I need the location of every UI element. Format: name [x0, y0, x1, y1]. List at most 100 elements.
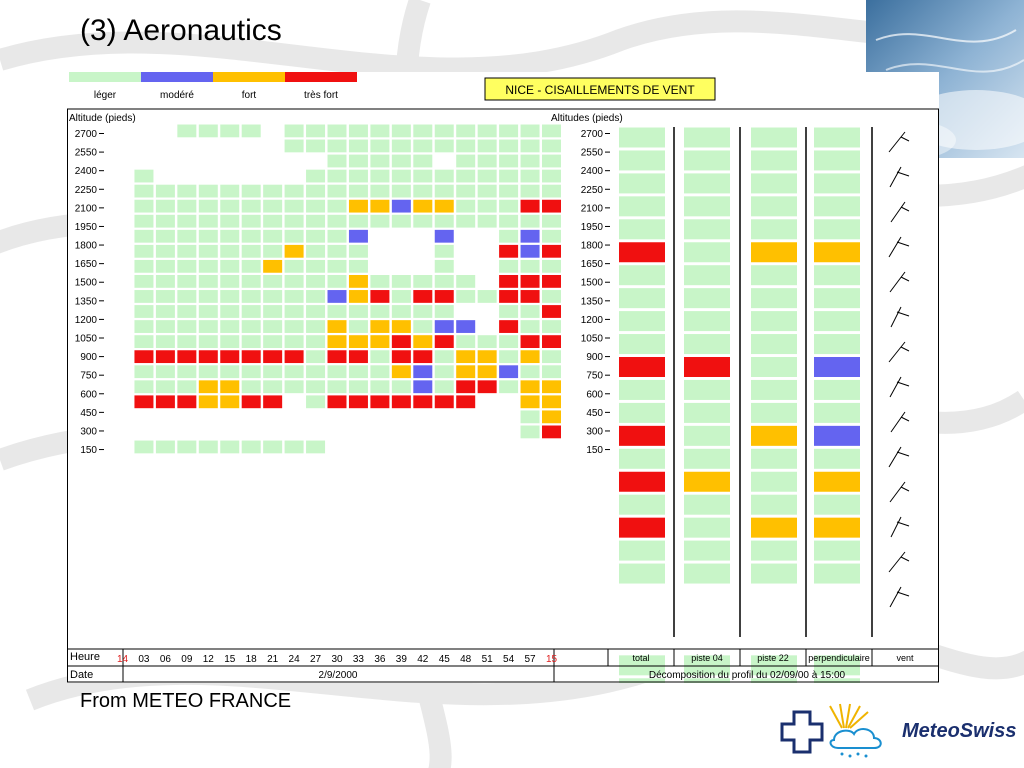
time-cell-r18-c16 [456, 395, 476, 409]
time-cell-r7-c9 [306, 229, 326, 243]
legend-label-0: léger [94, 90, 117, 101]
time-cell-r17-c20 [542, 380, 561, 394]
legend-swatch-3 [285, 72, 357, 82]
time-cell-r13-c9 [306, 320, 326, 333]
time-cell-r16-c20 [542, 365, 561, 379]
time-cell-r2-c10 [327, 154, 347, 168]
time-cell-r15-c19 [520, 350, 540, 364]
time-cell-r16-c13 [391, 365, 411, 379]
right-tick-label-150: 150 [586, 445, 603, 456]
time-cell-r14-c9 [306, 335, 326, 348]
time-cell-r17-c5 [220, 380, 240, 394]
time-cell-r11-c7 [263, 290, 283, 303]
time-cell-r10-c16 [456, 275, 476, 288]
time-cell-r9-c5 [220, 259, 240, 273]
chart-title: NICE - CISAILLEMENTS DE VENT [505, 83, 695, 97]
time-cell-r1-c8 [284, 139, 304, 153]
hour-label-4: 12 [203, 654, 215, 665]
time-cell-r13-c8 [284, 320, 304, 333]
time-cell-r7-c6 [241, 229, 261, 243]
left-tick-label-1800: 1800 [75, 241, 98, 252]
time-cell-r13-c16 [456, 320, 476, 333]
decomp-cell-r1-c0 [619, 150, 665, 171]
decomp-cell-r15-c2 [751, 471, 797, 492]
decomp-cell-r17-c3 [814, 517, 860, 538]
time-cell-r4-c14 [413, 184, 433, 198]
decomp-cell-r17-c0 [619, 517, 665, 538]
decomp-cell-r14-c2 [751, 448, 797, 469]
time-cell-r8-c5 [220, 244, 240, 258]
decomp-cell-r8-c2 [751, 311, 797, 332]
time-cell-r10-c14 [413, 275, 433, 288]
time-cell-r17-c9 [306, 380, 326, 394]
time-cell-r5-c15 [434, 199, 454, 213]
decomp-column-label-0: total [632, 653, 649, 663]
time-cell-r9-c6 [241, 259, 261, 273]
right-tick-label-450: 450 [586, 408, 603, 419]
time-cell-r17-c14 [413, 380, 433, 394]
time-cell-r0-c3 [177, 124, 197, 138]
decomp-cell-r1-c2 [751, 150, 797, 171]
time-cell-r15-c11 [348, 350, 368, 364]
decomp-column-label-3: perpendiculaire [808, 653, 870, 663]
time-cell-r4-c3 [177, 184, 197, 198]
time-cell-r10-c5 [220, 275, 240, 288]
legend-swatch-2 [213, 72, 285, 82]
time-cell-r3-c16 [456, 169, 476, 183]
time-cell-r14-c20 [542, 335, 561, 348]
time-cell-r17-c10 [327, 380, 347, 394]
decomp-cell-r12-c0 [619, 402, 665, 423]
time-cell-r2-c12 [370, 154, 390, 168]
wind-barb-flag-7 [896, 381, 910, 387]
time-cell-r17-c1 [134, 380, 154, 394]
decomp-cell-r24-c1 [684, 678, 730, 683]
time-cell-r18-c1 [134, 395, 154, 409]
right-tick-label-750: 750 [586, 371, 603, 382]
time-cell-r15-c10 [327, 350, 347, 364]
decomp-cell-r4-c0 [619, 219, 665, 240]
time-cell-r3-c1 [134, 169, 154, 183]
time-cell-r10-c7 [263, 275, 283, 288]
time-cell-r15-c6 [241, 350, 261, 364]
time-cell-r8-c10 [327, 244, 347, 258]
time-cell-r3-c14 [413, 169, 433, 183]
time-cell-r18-c12 [370, 395, 390, 409]
time-cell-r15-c9 [306, 350, 326, 364]
time-cell-r0-c4 [198, 124, 218, 138]
time-cell-r10-c19 [520, 275, 540, 288]
hour-label-7: 21 [267, 654, 279, 665]
decomp-cell-r18-c0 [619, 540, 665, 561]
time-cell-r12-c19 [520, 305, 540, 318]
time-cell-r21-c3 [177, 440, 197, 454]
decomp-cell-r11-c0 [619, 379, 665, 400]
time-cell-r5-c16 [456, 199, 476, 213]
wind-barb-10 [889, 481, 906, 503]
time-cell-r2-c17 [477, 154, 497, 168]
time-cell-r11-c15 [434, 290, 454, 303]
decomp-cell-r0-c1 [684, 127, 730, 148]
decomp-cell-r1-c3 [814, 150, 860, 171]
wind-barb-3 [888, 236, 902, 258]
time-cell-r6-c15 [434, 214, 454, 228]
decomp-cell-r15-c0 [619, 471, 665, 492]
decomp-cell-r6-c1 [684, 265, 730, 286]
time-cell-r14-c18 [499, 335, 519, 348]
right-tick-label-1650: 1650 [581, 259, 604, 270]
right-tick-label-1350: 1350 [581, 296, 604, 307]
decomp-cell-r16-c1 [684, 494, 730, 515]
date-value: 2/9/2000 [319, 670, 358, 681]
time-cell-r11-c20 [542, 290, 561, 303]
time-cell-r18-c14 [413, 395, 433, 409]
time-cell-r4-c12 [370, 184, 390, 198]
date-row-label: Date [70, 669, 93, 681]
hour-label-11: 33 [353, 654, 365, 665]
meteoswiss-wordmark: MeteoSwiss [902, 720, 1017, 742]
time-cell-r4-c5 [220, 184, 240, 198]
time-cell-r9-c3 [177, 259, 197, 273]
time-cell-r13-c3 [177, 320, 197, 333]
time-cell-r10-c11 [348, 275, 368, 288]
time-cell-r11-c3 [177, 290, 197, 303]
time-cell-r3-c17 [477, 169, 497, 183]
decomp-cell-r23-c0 [619, 655, 665, 676]
left-tick-label-450: 450 [80, 408, 97, 419]
